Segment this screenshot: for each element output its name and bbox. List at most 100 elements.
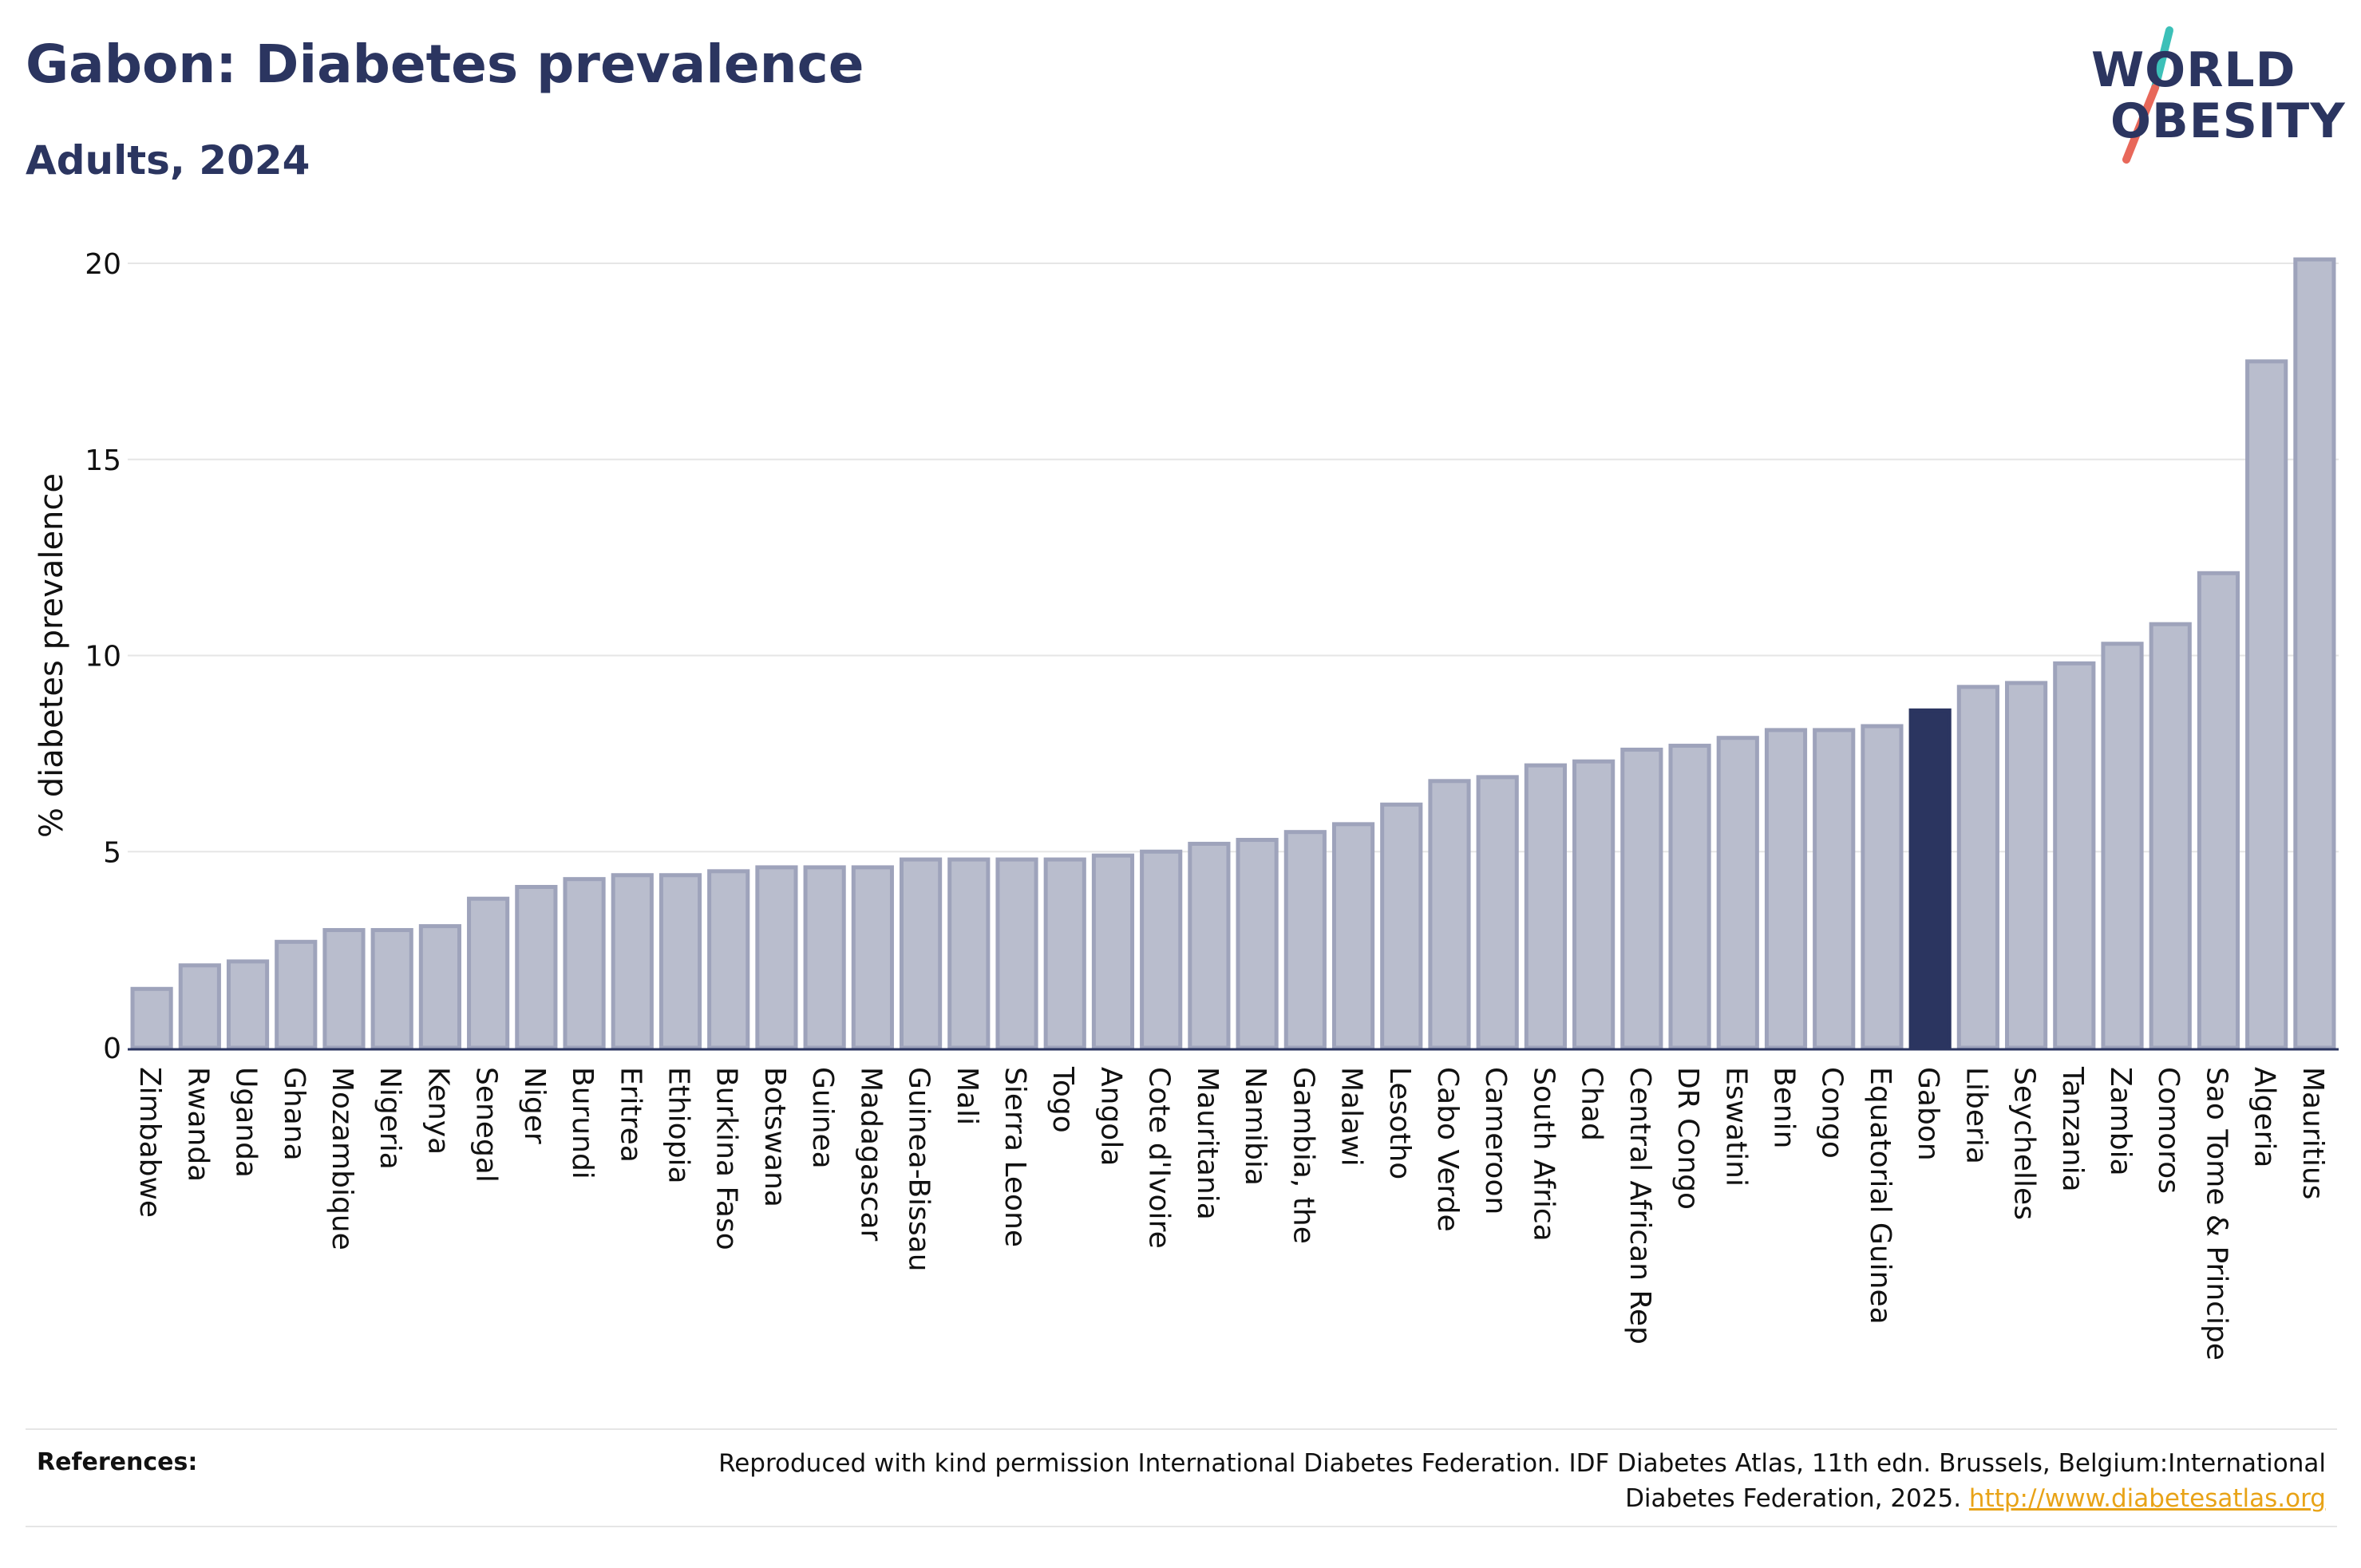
x-tick-label: Burundi bbox=[566, 1067, 599, 1179]
x-tick-label: Niger bbox=[518, 1067, 551, 1144]
bar-botswana bbox=[755, 865, 798, 1050]
x-tick-label: Burkina Faso bbox=[710, 1067, 743, 1250]
bar-chart: 0 5 10 15 20 % diabetes prevalence Zimbabwe Rw… bbox=[34, 248, 2339, 1361]
bar-gabon bbox=[1908, 708, 1952, 1050]
axes: 0 5 10 15 20 % diabetes prevalence bbox=[34, 248, 2339, 1065]
world-obesity-logo: WORLD OBESITY bbox=[2075, 24, 2347, 168]
bar-tanzania bbox=[2053, 661, 2096, 1050]
bar-mauritania bbox=[1188, 841, 1231, 1050]
x-tick-label: Chad bbox=[1576, 1067, 1608, 1141]
bar-algeria bbox=[2245, 359, 2288, 1050]
bar-mauritius bbox=[2293, 257, 2336, 1050]
x-tick-label: Ghana bbox=[278, 1067, 310, 1161]
bar-zimbabwe bbox=[130, 986, 173, 1050]
y-tick-label: 15 bbox=[85, 444, 121, 477]
grid-lines bbox=[128, 263, 2339, 853]
bar-burkina-faso bbox=[707, 869, 750, 1050]
bar-nigeria bbox=[370, 928, 413, 1050]
bar-congo bbox=[1813, 728, 1856, 1050]
bar-central-african-rep bbox=[1620, 747, 1663, 1050]
x-tick-label: Mozambique bbox=[326, 1067, 358, 1250]
y-tick-label: 10 bbox=[85, 641, 121, 673]
bar-gambia-the bbox=[1283, 830, 1327, 1050]
x-tick-label: Nigeria bbox=[374, 1067, 406, 1170]
bar-mali bbox=[947, 857, 991, 1050]
y-tick-label: 0 bbox=[103, 1033, 121, 1065]
x-tick-label: Sao Tome & Principe bbox=[2200, 1067, 2232, 1361]
y-tick-label: 5 bbox=[103, 836, 121, 869]
bar-guinea bbox=[803, 865, 846, 1050]
bar-uganda bbox=[226, 959, 270, 1050]
x-tick-label: Angola bbox=[1094, 1067, 1127, 1166]
bar-eritrea bbox=[611, 873, 654, 1050]
references-citation: Reproduced with kind permission Internat… bbox=[718, 1449, 2326, 1513]
x-tick-label: Senegal bbox=[470, 1067, 503, 1183]
x-tick-label: Seychelles bbox=[2008, 1067, 2041, 1220]
references-text: Reproduced with kind permission Internat… bbox=[650, 1446, 2326, 1516]
bar-seychelles bbox=[2005, 681, 2048, 1050]
bar-mozambique bbox=[322, 928, 366, 1050]
x-tick-label: Botswana bbox=[758, 1067, 791, 1207]
x-tick-label: Namibia bbox=[1239, 1067, 1271, 1186]
bar-senegal bbox=[467, 896, 510, 1050]
x-tick-label: Cameroon bbox=[1479, 1067, 1512, 1215]
bar-togo bbox=[1043, 857, 1086, 1050]
x-tick-label: Lesotho bbox=[1383, 1067, 1416, 1179]
x-tick-label: Gambia, the bbox=[1287, 1067, 1319, 1244]
chart-title: Gabon: Diabetes prevalence bbox=[26, 34, 864, 95]
chart-subtitle: Adults, 2024 bbox=[26, 137, 310, 184]
bar-kenya bbox=[418, 924, 462, 1050]
bar-namibia bbox=[1236, 838, 1279, 1050]
references-link[interactable]: http://www.diabetesatlas.org bbox=[1968, 1484, 2326, 1513]
labels: Zimbabwe Rwanda Uganda Ghana Mozambique Niger… bbox=[133, 1066, 2329, 1361]
bar-comoros bbox=[2149, 622, 2192, 1050]
x-tick-label: Mauritania bbox=[1191, 1067, 1224, 1220]
bar-madagascar bbox=[851, 865, 894, 1050]
bar-eswatini bbox=[1716, 736, 1759, 1050]
bar-ghana bbox=[275, 939, 318, 1050]
x-tick-label: Comoros bbox=[2152, 1067, 2185, 1194]
bar-rwanda bbox=[178, 963, 221, 1050]
references-label: References: bbox=[37, 1448, 198, 1476]
bar-cameroon bbox=[1476, 775, 1519, 1050]
x-tick-label: Benin bbox=[1768, 1067, 1801, 1148]
x-tick-label: Tanzania bbox=[2056, 1066, 2089, 1192]
bars bbox=[130, 257, 2336, 1050]
bar-equatorial-guinea bbox=[1861, 724, 1904, 1050]
y-tick-label: 20 bbox=[85, 248, 121, 281]
bar-malawi bbox=[1331, 822, 1375, 1050]
x-tick-label: Eritrea bbox=[614, 1067, 647, 1163]
bar-burundi bbox=[563, 877, 606, 1050]
x-tick-label: Equatorial Guinea bbox=[1864, 1067, 1896, 1325]
x-tick-label: Guinea bbox=[806, 1067, 839, 1169]
logo-text-obesity: OBESITY bbox=[2110, 93, 2346, 149]
x-tick-label: Eswatini bbox=[1719, 1067, 1752, 1187]
bar-zambia bbox=[2101, 642, 2144, 1050]
references-bottom-rule bbox=[26, 1526, 2337, 1527]
x-tick-label: Cote d'Ivoire bbox=[1143, 1067, 1176, 1249]
bar-sierra-leone bbox=[995, 857, 1038, 1050]
references-top-rule bbox=[26, 1428, 2337, 1430]
bar-dr-congo bbox=[1668, 744, 1711, 1050]
x-tick-label: Liberia bbox=[1960, 1067, 1992, 1164]
x-tick-label: Malawi bbox=[1335, 1067, 1368, 1167]
bar-guinea-bissau bbox=[900, 857, 943, 1050]
bar-angola bbox=[1091, 853, 1135, 1050]
x-tick-label: Madagascar bbox=[854, 1067, 887, 1242]
x-tick-label: Rwanda bbox=[181, 1067, 214, 1182]
logo-text-world: WORLD bbox=[2091, 42, 2296, 98]
bar-benin bbox=[1764, 728, 1808, 1050]
x-tick-label: Central African Rep bbox=[1623, 1067, 1656, 1345]
bar-liberia bbox=[1956, 685, 1999, 1050]
x-tick-label: Mauritius bbox=[2296, 1067, 2329, 1199]
x-tick-label: Kenya bbox=[421, 1067, 454, 1155]
x-tick-label: Algeria bbox=[2248, 1067, 2281, 1168]
x-tick-label: Zimbabwe bbox=[133, 1067, 166, 1218]
bar-niger bbox=[515, 884, 558, 1050]
x-tick-label: Congo bbox=[1816, 1067, 1849, 1159]
x-tick-label: Zambia bbox=[2104, 1067, 2137, 1176]
logo-slash-icon bbox=[2122, 26, 2173, 164]
bar-sao-tome-principe bbox=[2197, 571, 2240, 1050]
bar-south-africa bbox=[1524, 763, 1567, 1050]
x-tick-label: Guinea-Bissau bbox=[903, 1067, 935, 1272]
